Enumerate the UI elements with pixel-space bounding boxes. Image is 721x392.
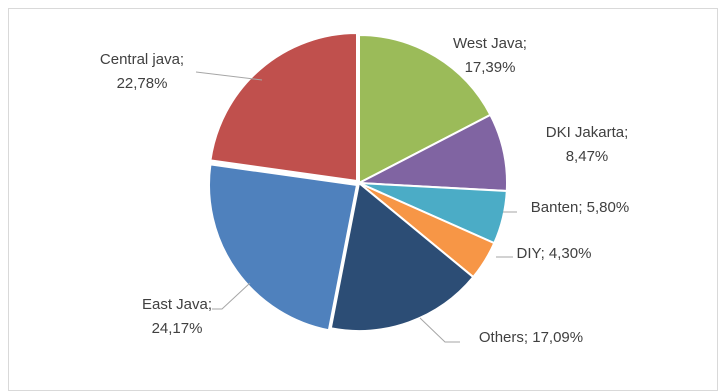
pie-slice-central-java <box>209 31 358 183</box>
leader-line-others <box>419 317 460 343</box>
pie-slice-east-java <box>208 163 359 332</box>
leader-lines <box>195 71 517 343</box>
pie-slice-others <box>329 181 475 332</box>
pie-slices <box>208 31 508 332</box>
pie-slice-west-java <box>358 33 492 185</box>
data-label-dki-jakarta-value: 8,47% <box>566 148 609 165</box>
data-label-east-java-value: 24,17% <box>152 320 203 337</box>
leader-line-east-java <box>212 282 251 310</box>
data-label-others: Others; 17,09% <box>479 329 583 346</box>
data-label-banten: Banten; 5,80% <box>531 199 629 216</box>
leader-line-central-java <box>195 71 263 81</box>
data-label-dki-jakarta-name: DKI Jakarta; <box>546 124 629 141</box>
data-label-diy: DIY; 4,30% <box>517 245 592 262</box>
data-label-central-java-value: 22,78% <box>117 75 168 92</box>
data-labels: West Java; 17,39% DKI Jakarta; 8,47% Banten;… <box>100 35 629 346</box>
data-label-east-java-name: East Java; <box>142 296 212 313</box>
data-label-west-java-value: 17,39% <box>465 59 516 76</box>
data-label-central-java-name: Central java; <box>100 51 184 68</box>
data-label-west-java-name: West Java; <box>453 35 527 52</box>
